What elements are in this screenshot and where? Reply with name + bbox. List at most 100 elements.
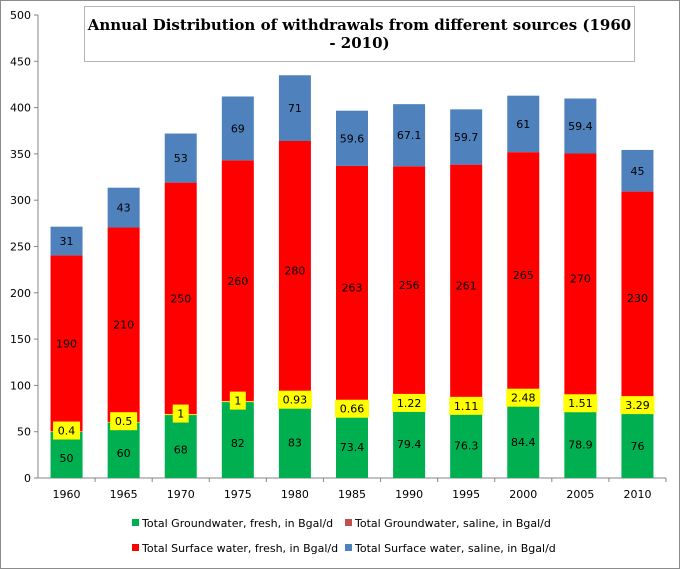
data-label: 0.5: [115, 415, 133, 428]
data-label-box: [563, 394, 598, 413]
x-tick-label: 2000: [509, 488, 537, 501]
x-tick-label: 1960: [53, 488, 81, 501]
x-tick-label: 1975: [224, 488, 252, 501]
data-label: 1.22: [397, 397, 422, 410]
data-label: 1: [234, 395, 241, 408]
data-label: 256: [399, 279, 420, 292]
data-label: 69: [231, 122, 245, 135]
bar-segment-s0: [107, 422, 140, 478]
y-tick-label: 450: [10, 55, 31, 68]
data-label: 260: [227, 275, 248, 288]
legend-item-surface-saline: Total Surface water, saline, in Bgal/d: [345, 542, 556, 555]
data-label: 31: [60, 235, 74, 248]
x-tick-label: 1995: [452, 488, 480, 501]
y-tick-label: 400: [10, 102, 31, 115]
bar-segment-s0: [336, 410, 368, 478]
data-label: 59.7: [454, 131, 479, 144]
data-label: 76.3: [454, 440, 479, 453]
data-label: 43: [117, 202, 131, 215]
data-label: 230: [627, 292, 648, 305]
bar-segment-s2: [336, 165, 368, 410]
data-label: 59.6: [340, 132, 365, 145]
data-label: 270: [570, 273, 591, 286]
data-label: 1.11: [454, 400, 479, 413]
bar-segment-s2: [221, 160, 254, 402]
bar-segment-s3: [107, 187, 140, 228]
legend-item-surface-fresh: Total Surface water, fresh, in Bgal/d: [132, 542, 338, 555]
bar-segment-s2: [164, 182, 197, 415]
data-label: 76: [630, 440, 644, 453]
data-label: 280: [284, 265, 305, 278]
legend-label-groundwater-saline: Total Groundwater, saline, in Bgal/d: [355, 517, 551, 530]
x-tick-label: 2005: [566, 488, 594, 501]
data-label-box: [172, 404, 189, 423]
x-tick-label: 1965: [110, 488, 138, 501]
data-label: 1.51: [568, 397, 593, 410]
bar-segment-s0: [164, 415, 197, 478]
legend-label-surface-saline: Total Surface water, saline, in Bgal/d: [355, 542, 556, 555]
data-label: 265: [513, 269, 534, 282]
bar-segment-s2: [50, 255, 83, 432]
data-label: 263: [342, 282, 363, 295]
bar-segment-s0: [450, 407, 483, 478]
y-tick-label: 250: [10, 241, 31, 254]
data-label: 67.1: [397, 129, 422, 142]
data-label: 79.4: [397, 438, 422, 451]
data-label: 61: [516, 118, 530, 131]
bar-segment-s3: [450, 109, 483, 165]
data-label: 261: [456, 279, 477, 292]
data-label: 0.66: [340, 403, 365, 416]
data-label: 250: [170, 292, 191, 305]
bar-segment-s3: [336, 110, 368, 166]
bar-segment-s3: [164, 133, 197, 183]
data-label: 71: [288, 102, 302, 115]
data-label-box: [110, 412, 138, 431]
legend-swatch-groundwater-saline: [345, 519, 352, 526]
legend-swatch-surface-fresh: [132, 544, 139, 551]
x-tick-label: 1990: [395, 488, 423, 501]
x-tick-label: 1970: [167, 488, 195, 501]
data-label: 59.4: [568, 120, 593, 133]
data-label-box: [449, 396, 484, 415]
bar-segment-s0: [278, 401, 311, 478]
data-label-box: [53, 421, 81, 440]
data-label-box: [335, 399, 369, 418]
y-tick-label: 500: [10, 9, 31, 22]
legend-label-surface-fresh: Total Surface water, fresh, in Bgal/d: [142, 542, 339, 555]
legend-item-groundwater-fresh: Total Groundwater, fresh, in Bgal/d: [132, 517, 333, 530]
data-label: 60: [117, 447, 131, 460]
bar-segment-s2: [507, 152, 540, 398]
data-label-box: [392, 393, 427, 412]
bar-segment-s2: [393, 166, 426, 404]
data-label: 45: [630, 165, 644, 178]
bar-segment-s0: [221, 402, 254, 478]
data-label: 84.4: [511, 436, 536, 449]
data-label: 0.93: [283, 394, 308, 407]
bar-segment-s3: [278, 75, 311, 142]
data-label: 83: [288, 437, 302, 450]
data-label: 68: [174, 444, 188, 457]
y-tick-label: 0: [24, 472, 31, 485]
x-tick-label: 1980: [281, 488, 309, 501]
data-label: 50: [60, 452, 74, 465]
y-tick-label: 200: [10, 287, 31, 300]
bar-segment-s0: [507, 399, 540, 478]
data-label-box: [620, 396, 655, 415]
bar-segment-s2: [107, 227, 140, 422]
bar-segment-s2: [278, 141, 311, 401]
data-label-box: [506, 388, 541, 407]
data-label: 2.48: [511, 392, 536, 405]
data-label: 190: [56, 337, 77, 350]
data-label: 3.29: [625, 399, 650, 412]
data-label: 82: [231, 437, 245, 450]
bar-segment-s0: [393, 404, 426, 478]
data-label: 1: [177, 408, 184, 421]
y-tick-label: 350: [10, 148, 31, 161]
chart-title: Annual Distribution of withdrawals from …: [87, 16, 632, 52]
x-tick-label: 1985: [338, 488, 366, 501]
y-tick-label: 100: [10, 379, 31, 392]
legend-item-groundwater-saline: Total Groundwater, saline, in Bgal/d: [345, 517, 551, 530]
data-label: 78.9: [568, 438, 593, 451]
y-tick-label: 300: [10, 194, 31, 207]
